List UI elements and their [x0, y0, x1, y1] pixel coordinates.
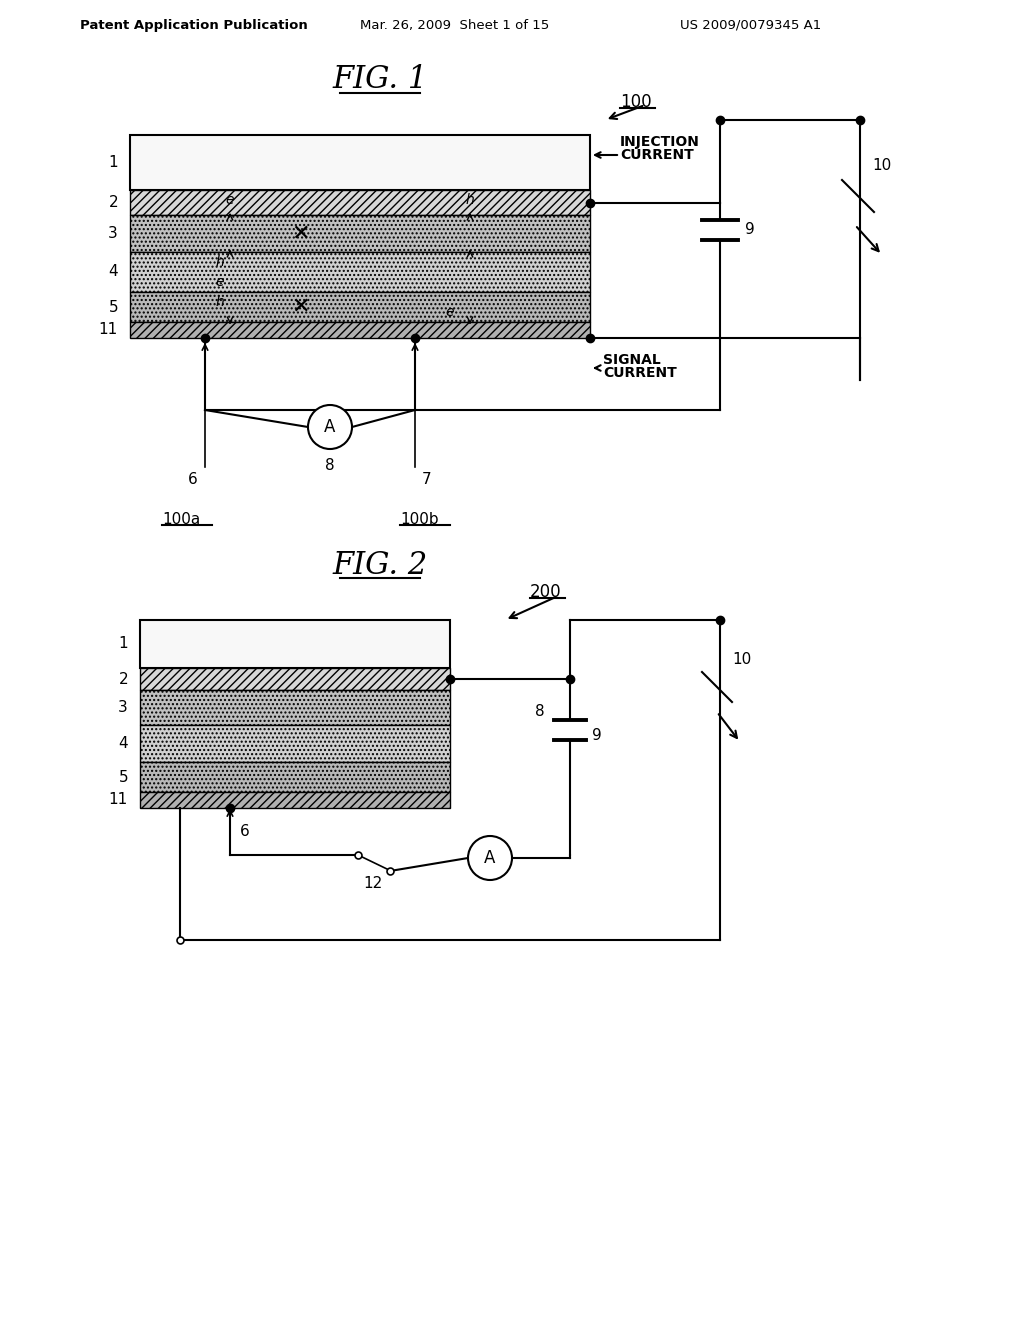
Text: CURRENT: CURRENT — [620, 148, 693, 162]
Text: INJECTION: INJECTION — [620, 135, 699, 149]
Text: 11: 11 — [98, 322, 118, 338]
Text: 100a: 100a — [162, 512, 201, 528]
Text: 200: 200 — [530, 583, 561, 601]
Bar — [130, 190, 590, 215]
Bar — [140, 668, 450, 690]
Text: 11: 11 — [109, 792, 128, 808]
Text: 8: 8 — [536, 705, 545, 719]
Text: A: A — [325, 418, 336, 436]
Bar — [140, 792, 450, 808]
Text: FIG. 2: FIG. 2 — [333, 549, 428, 581]
Text: h: h — [216, 255, 224, 269]
Text: 6: 6 — [240, 825, 250, 840]
Text: SIGNAL: SIGNAL — [603, 352, 660, 367]
Text: 1: 1 — [119, 636, 128, 652]
Text: h: h — [466, 194, 474, 207]
Text: 10: 10 — [732, 652, 752, 668]
Text: Patent Application Publication: Patent Application Publication — [80, 18, 308, 32]
Text: ✕: ✕ — [291, 297, 309, 317]
Text: e: e — [216, 275, 224, 289]
Text: 6: 6 — [188, 473, 198, 487]
Text: Mar. 26, 2009  Sheet 1 of 15: Mar. 26, 2009 Sheet 1 of 15 — [360, 18, 549, 32]
Text: e: e — [445, 305, 455, 319]
Bar — [140, 725, 450, 762]
Text: CURRENT: CURRENT — [603, 366, 677, 380]
Text: 3: 3 — [118, 700, 128, 715]
Bar — [130, 292, 590, 322]
Text: 5: 5 — [119, 770, 128, 784]
Circle shape — [308, 405, 352, 449]
Text: 100b: 100b — [400, 512, 438, 528]
Bar — [140, 762, 450, 792]
Text: 2: 2 — [119, 672, 128, 686]
Bar — [130, 252, 590, 292]
Text: 9: 9 — [745, 223, 755, 238]
Text: 12: 12 — [362, 875, 382, 891]
Text: 8: 8 — [326, 458, 335, 473]
Text: 4: 4 — [119, 737, 128, 751]
Text: 9: 9 — [592, 727, 602, 742]
Text: 7: 7 — [422, 473, 432, 487]
Text: 4: 4 — [109, 264, 118, 280]
Text: 2: 2 — [109, 195, 118, 210]
Circle shape — [468, 836, 512, 880]
Text: 100: 100 — [620, 92, 651, 111]
Bar — [130, 322, 590, 338]
Text: A: A — [484, 849, 496, 867]
Text: 1: 1 — [109, 154, 118, 170]
Text: 5: 5 — [109, 300, 118, 314]
Text: 10: 10 — [872, 157, 891, 173]
Text: e: e — [225, 194, 234, 207]
Text: h: h — [216, 294, 224, 309]
Text: 3: 3 — [109, 226, 118, 242]
Bar — [140, 690, 450, 725]
Text: US 2009/0079345 A1: US 2009/0079345 A1 — [680, 18, 821, 32]
Bar — [140, 620, 450, 668]
Bar — [130, 135, 590, 190]
Text: FIG. 1: FIG. 1 — [333, 65, 428, 95]
Text: ✕: ✕ — [291, 223, 309, 243]
Bar — [130, 215, 590, 252]
